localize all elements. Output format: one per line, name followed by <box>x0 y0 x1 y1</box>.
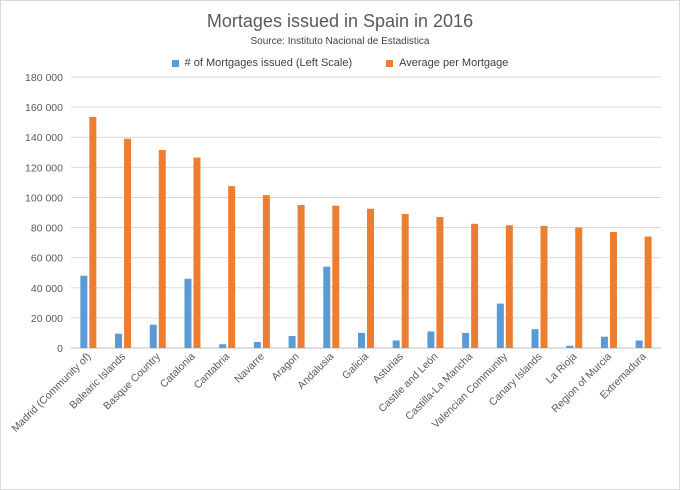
x-tick-label: Cantabria <box>192 351 233 392</box>
bar-average <box>367 208 374 348</box>
y-tick-label: 140 000 <box>25 132 63 144</box>
chart-title: Mortages issued in Spain in 2016 <box>206 11 474 31</box>
y-tick-label: 20 000 <box>31 313 63 325</box>
y-tick-label: 0 <box>57 343 63 355</box>
x-tick-label: Galicia <box>340 351 371 382</box>
bar-average <box>471 223 479 348</box>
bar-average <box>297 204 305 348</box>
x-tick-label: Andalusia <box>295 351 336 392</box>
legend-label-mortgages: # of Mortgages issued (Left Scale) <box>184 57 353 69</box>
bar-average <box>89 116 97 349</box>
bar-average <box>124 138 132 348</box>
bar-average <box>540 226 548 348</box>
x-tick-label: Aragon <box>269 351 302 384</box>
bar-average <box>609 232 617 348</box>
bar-mortgages <box>219 344 227 348</box>
x-tick-label: Castile and León <box>376 351 440 415</box>
y-tick-label: 60 000 <box>31 253 63 265</box>
bar-average <box>401 214 409 348</box>
bar-average <box>228 186 236 348</box>
legend-swatch-mortgages <box>171 59 179 67</box>
x-tick-label: Region of Murcia <box>549 351 614 416</box>
x-tick-label: Catalonia <box>158 351 198 391</box>
bar-mortgages <box>149 324 157 348</box>
bar-mortgages <box>358 332 365 348</box>
x-tick-label: Navarre <box>232 351 267 386</box>
bar-mortgages <box>288 335 296 348</box>
bar-mortgages <box>635 340 643 348</box>
bar-average <box>332 205 340 348</box>
bar-mortgages <box>392 340 400 348</box>
y-tick-label: 180 000 <box>25 72 63 84</box>
bar-mortgages <box>531 329 539 348</box>
y-tick-label: 160 000 <box>25 102 63 114</box>
legend-label-average: Average per Mortgage <box>399 57 509 69</box>
legend: # of Mortgages issued (Left Scale) Avera… <box>1 57 679 69</box>
bar-mortgages <box>253 341 261 348</box>
bar-mortgages <box>566 345 574 348</box>
chart-subtitle: Source: Instituto Nacional de Estadistic… <box>250 36 430 47</box>
bar-mortgages <box>462 332 470 348</box>
bar-average <box>193 157 201 348</box>
bar-average <box>262 195 270 348</box>
bar-mortgages <box>115 333 123 348</box>
legend-item-mortgages: # of Mortgages issued (Left Scale) <box>171 57 353 69</box>
legend-item-average: Average per Mortgage <box>386 57 508 69</box>
bar-mortgages <box>496 303 504 348</box>
y-tick-label: 120 000 <box>25 162 63 174</box>
bar-average <box>575 227 583 348</box>
legend-swatch-average <box>386 59 394 67</box>
y-tick-label: 40 000 <box>31 283 63 295</box>
bar-mortgages <box>323 266 331 348</box>
bar-mortgages <box>600 336 608 348</box>
y-tick-label: 100 000 <box>25 192 63 204</box>
bar-average <box>158 150 166 348</box>
x-tick-label: Asturias <box>371 351 406 386</box>
y-tick-label: 80 000 <box>31 223 63 235</box>
bar-average <box>644 236 652 348</box>
bar-mortgages <box>184 278 192 348</box>
bar-average <box>505 225 513 348</box>
bar-average <box>436 217 444 348</box>
bar-mortgages <box>427 331 435 348</box>
bar-mortgages <box>80 275 88 348</box>
